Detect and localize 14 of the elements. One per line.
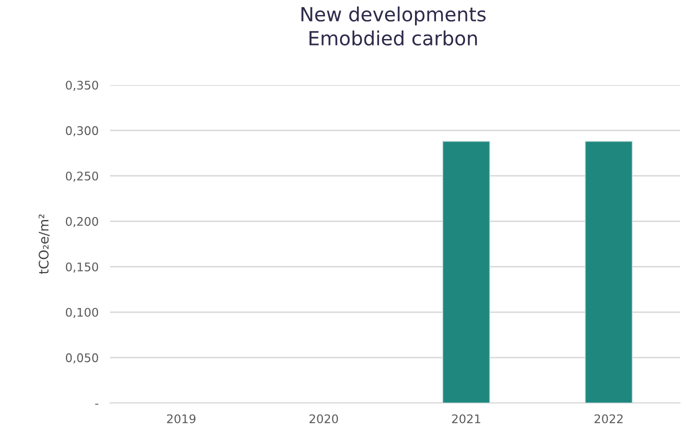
x-tick-label: 2020 (310, 414, 338, 424)
y-tick-label: 0,350 (66, 80, 98, 91)
y-tick-label: 0,100 (66, 308, 98, 318)
y-tick-label: 0,150 (66, 262, 98, 273)
y-tick-label: - (95, 404, 98, 405)
x-tick-label: 2021 (452, 414, 480, 424)
x-tick-label: 2019 (167, 414, 196, 424)
y-tick-label: 0,050 (66, 353, 98, 364)
y-tick-label: 0,200 (66, 217, 98, 228)
y-tick-label: 0,250 (66, 172, 98, 182)
chart-title: New developments Emobdied carbon (301, 6, 486, 46)
y-axis-title: tCO₂e/m² (38, 214, 50, 274)
x-tick-label: 2022 (594, 414, 623, 424)
y-tick-label: 0,300 (66, 126, 98, 136)
